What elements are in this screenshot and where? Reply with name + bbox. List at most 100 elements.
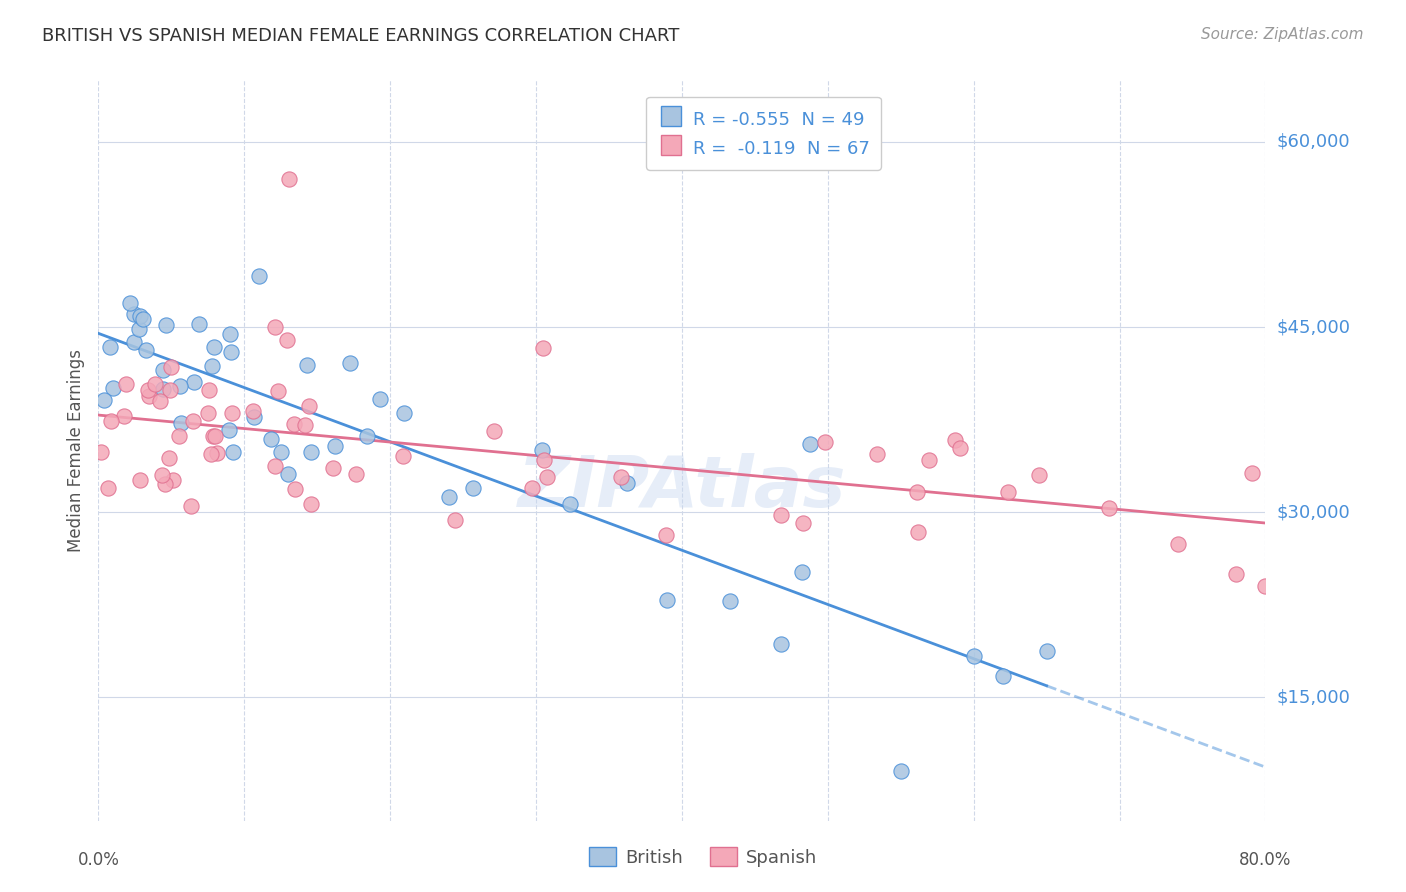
- Point: [536, 470, 558, 484]
- Point: [180, 499, 202, 513]
- Legend: British, Spanish: British, Spanish: [582, 840, 824, 874]
- Point: [159, 383, 181, 397]
- Y-axis label: Median Female Earnings: Median Female Earnings: [66, 349, 84, 552]
- Point: [905, 484, 928, 499]
- Point: [197, 406, 219, 420]
- Point: [247, 268, 270, 283]
- Point: [294, 417, 316, 432]
- Point: [520, 481, 543, 495]
- Point: [792, 516, 814, 530]
- Point: [218, 423, 240, 437]
- Point: [132, 312, 155, 326]
- Point: [266, 384, 288, 398]
- Point: [655, 528, 678, 542]
- Point: [90, 445, 112, 459]
- Point: [115, 376, 138, 391]
- Point: [533, 453, 555, 467]
- Point: [323, 438, 346, 452]
- Point: [202, 340, 225, 354]
- Point: [276, 334, 298, 348]
- Point: [129, 473, 152, 487]
- Point: [1225, 566, 1247, 581]
- Point: [368, 392, 391, 406]
- Point: [263, 320, 285, 334]
- Point: [128, 309, 150, 323]
- Point: [799, 437, 821, 451]
- Point: [1240, 467, 1263, 481]
- Point: [461, 481, 484, 495]
- Point: [718, 594, 741, 608]
- Point: [101, 381, 124, 395]
- Point: [770, 637, 793, 651]
- Point: [344, 467, 367, 481]
- Text: BRITISH VS SPANISH MEDIAN FEMALE EARNINGS CORRELATION CHART: BRITISH VS SPANISH MEDIAN FEMALE EARNING…: [42, 27, 679, 45]
- Point: [997, 484, 1019, 499]
- Point: [201, 428, 224, 442]
- Point: [655, 593, 678, 607]
- Point: [284, 482, 307, 496]
- Point: [120, 296, 142, 310]
- Point: [770, 508, 793, 522]
- Point: [97, 481, 120, 495]
- Point: [1254, 579, 1277, 593]
- Point: [962, 649, 984, 664]
- Legend: R = -0.555  N = 49, R =  -0.119  N = 67: R = -0.555 N = 49, R = -0.119 N = 67: [647, 96, 882, 169]
- Point: [170, 416, 193, 430]
- Point: [814, 435, 837, 450]
- Point: [188, 317, 211, 331]
- Point: [949, 441, 972, 455]
- Point: [866, 447, 889, 461]
- Point: [201, 359, 224, 374]
- Text: 0.0%: 0.0%: [77, 851, 120, 869]
- Point: [128, 321, 150, 335]
- Point: [1167, 537, 1189, 551]
- Point: [907, 524, 929, 539]
- Point: [242, 410, 264, 425]
- Point: [610, 469, 633, 483]
- Point: [322, 460, 344, 475]
- Point: [149, 394, 172, 409]
- Point: [277, 467, 299, 482]
- Point: [160, 359, 183, 374]
- Point: [616, 476, 638, 491]
- Point: [991, 668, 1014, 682]
- Point: [181, 414, 204, 428]
- Text: $30,000: $30,000: [1277, 503, 1350, 521]
- Point: [299, 497, 322, 511]
- Point: [242, 404, 264, 418]
- Point: [100, 414, 122, 428]
- Point: [264, 459, 287, 474]
- Point: [443, 513, 465, 527]
- Point: [122, 335, 145, 350]
- Point: [283, 417, 305, 431]
- Point: [278, 172, 301, 186]
- Point: [157, 450, 180, 465]
- Text: 80.0%: 80.0%: [1239, 851, 1292, 869]
- Point: [890, 764, 912, 779]
- Text: ZIPAtlas: ZIPAtlas: [517, 453, 846, 522]
- Point: [259, 432, 281, 446]
- Point: [152, 363, 174, 377]
- Point: [169, 378, 191, 392]
- Point: [394, 405, 416, 419]
- Point: [93, 392, 115, 407]
- Point: [918, 453, 941, 467]
- Point: [204, 428, 226, 442]
- Point: [943, 434, 966, 448]
- Point: [1028, 467, 1050, 482]
- Point: [482, 424, 505, 438]
- Point: [1035, 644, 1057, 658]
- Point: [392, 449, 415, 463]
- Point: [122, 307, 145, 321]
- Point: [558, 497, 581, 511]
- Point: [356, 429, 378, 443]
- Point: [152, 382, 174, 396]
- Point: [295, 359, 318, 373]
- Point: [98, 340, 121, 354]
- Text: $45,000: $45,000: [1277, 318, 1351, 336]
- Text: $60,000: $60,000: [1277, 133, 1350, 151]
- Point: [112, 409, 135, 423]
- Point: [221, 406, 243, 420]
- Point: [136, 383, 159, 397]
- Point: [790, 565, 813, 579]
